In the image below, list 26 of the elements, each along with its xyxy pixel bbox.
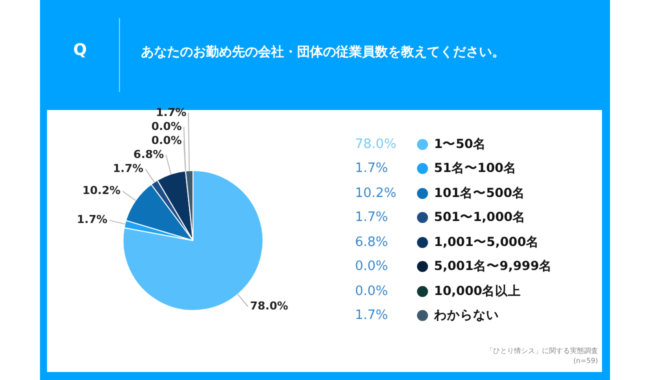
legend-label: わからない bbox=[434, 307, 499, 324]
data-label: 1.7% bbox=[112, 162, 144, 175]
text: Q bbox=[72, 40, 88, 59]
text: 0.0% bbox=[355, 284, 388, 299]
data-label: 78.0% bbox=[250, 299, 288, 312]
text: 6.8% bbox=[355, 234, 388, 250]
data-label: 10.2% bbox=[82, 184, 121, 198]
data-label: 1.7% bbox=[76, 213, 108, 226]
legend-label: 10,000名以上 bbox=[434, 282, 522, 300]
text: 0.0% bbox=[355, 259, 388, 274]
text: 0.0% bbox=[151, 120, 182, 133]
legend-label: 5,001名〜9,999名 bbox=[434, 258, 552, 276]
legend-label: 51名〜100名 bbox=[434, 160, 516, 178]
data-label: 1.7% bbox=[156, 106, 186, 119]
text: 0.0% bbox=[151, 134, 182, 147]
legend-label: 1〜50名 bbox=[434, 136, 486, 153]
text: 1.7% bbox=[355, 210, 388, 226]
text: 1.7% bbox=[355, 308, 388, 324]
legend-label: 501〜1,000名 bbox=[434, 209, 526, 226]
text: 78.0% bbox=[355, 136, 396, 152]
chart-title: あなたのお勤め先の会社・団体の従業員数を教えてください。 bbox=[141, 44, 505, 61]
legend-label: 101名〜500名 bbox=[434, 184, 526, 202]
legend-label: 1,001〜5,000名 bbox=[434, 234, 540, 251]
text: 1.7% bbox=[355, 161, 388, 176]
data-label: 6.8% bbox=[133, 148, 164, 161]
text: 10.2% bbox=[355, 186, 396, 201]
